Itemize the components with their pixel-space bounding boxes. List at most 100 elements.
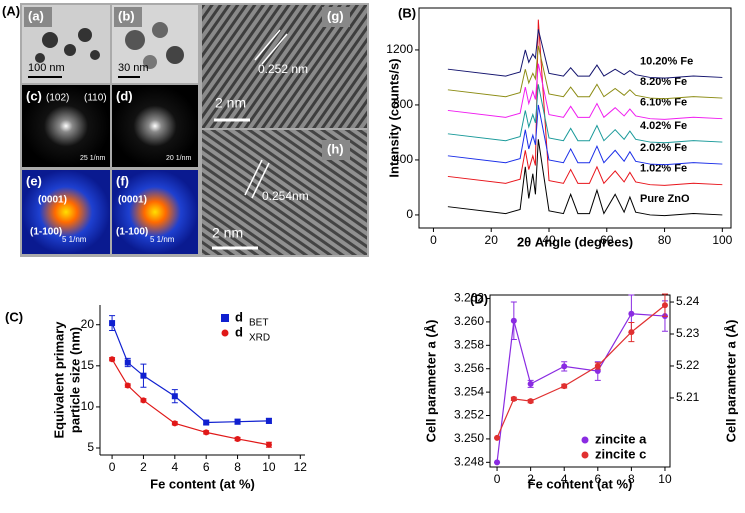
series-label: Pure ZnO — [640, 193, 690, 205]
image-label: (f) — [116, 173, 129, 188]
x-tick-label: 12 — [294, 460, 308, 474]
y-tick-label: 3.248 — [454, 454, 484, 468]
y-axis-label: Equivalent primary — [51, 321, 66, 439]
data-point — [561, 363, 568, 370]
series-line — [496, 304, 666, 439]
series-label: 10.20% Fe — [640, 55, 693, 67]
scale-text: 20 1/nm — [166, 155, 191, 162]
image-d — [112, 85, 198, 167]
plane-label: (110) — [84, 93, 107, 104]
image-c — [22, 85, 110, 167]
scale-text: 25 1/nm — [80, 155, 105, 162]
image-label: (c) — [26, 88, 42, 103]
image-label: (g) — [327, 8, 344, 23]
x-tick-label: 6 — [203, 460, 210, 474]
data-point — [234, 418, 241, 425]
image-f — [112, 170, 198, 254]
y-tick-label: 3.260 — [454, 314, 484, 328]
x-tick-label: 8 — [234, 460, 241, 474]
y-tick-label: 3.262 — [454, 291, 484, 305]
scale-text: 5 1/nm — [150, 235, 175, 244]
panel-label: (D) — [470, 291, 488, 306]
series-label: 2.02% Fe — [640, 142, 687, 154]
data-point — [109, 356, 116, 363]
data-point — [124, 382, 131, 389]
data-point — [265, 417, 272, 424]
label-box — [322, 140, 350, 160]
x-tick-label: 80 — [658, 233, 672, 247]
y-tick-label: 10 — [81, 399, 95, 413]
x-axis-label: 2θ Angle (degrees) — [517, 234, 633, 249]
series-line — [447, 84, 723, 144]
data-point — [109, 320, 116, 327]
particles — [35, 22, 184, 69]
data-point — [494, 459, 501, 466]
y-tick-label: 0 — [406, 207, 413, 221]
series-label: 8.20% Fe — [640, 76, 687, 88]
fringe-marker — [261, 33, 288, 65]
fringe-marker — [244, 159, 263, 196]
data-point — [140, 397, 147, 404]
x-tick-label: 0 — [430, 233, 437, 247]
x-tick-label: 8 — [628, 472, 635, 486]
y-axis-label: Cell parameter a (Å) — [423, 320, 438, 443]
image-label: (h) — [327, 141, 344, 156]
data-point — [628, 329, 635, 336]
legend-label: zincite c — [595, 446, 646, 461]
data-point — [510, 395, 517, 402]
image-label: (e) — [26, 173, 42, 188]
x-tick-label: 4 — [561, 472, 568, 486]
x-axis-label: Fe content (at %) — [150, 476, 255, 491]
scale-text: 2 nm — [212, 225, 243, 241]
series-line — [447, 19, 723, 186]
y2-tick-label: 5.23 — [676, 326, 700, 340]
y2-tick-label: 5.21 — [676, 390, 700, 404]
y-tick-label: 15 — [81, 358, 95, 372]
y-axis-label: particle size (nm) — [67, 327, 82, 433]
scale-text: 100 nm — [28, 62, 65, 74]
legend-label: d — [235, 324, 243, 339]
series-label: 1.02% Fe — [640, 163, 687, 175]
series-line — [447, 63, 723, 120]
label-box — [322, 7, 350, 27]
data-point — [171, 393, 178, 400]
x-tick-label: 100 — [712, 233, 732, 247]
series-label: 6.10% Fe — [640, 97, 687, 109]
y-tick-label: 400 — [393, 152, 413, 166]
data-point — [527, 380, 534, 387]
data-point — [561, 383, 568, 390]
x-tick-label: 2 — [140, 460, 147, 474]
legend-swatch — [581, 451, 589, 459]
y-tick-label: 3.254 — [454, 384, 484, 398]
y2-tick-label: 5.24 — [676, 294, 700, 308]
x-tick-label: 60 — [600, 233, 614, 247]
legend-swatch — [221, 329, 229, 337]
legend-label: zincite a — [595, 431, 647, 446]
data-point — [234, 435, 241, 442]
scale-text: 30 nm — [118, 62, 149, 74]
y-tick-label: 3.250 — [454, 431, 484, 445]
data-point — [124, 359, 131, 366]
panel-label: (B) — [398, 5, 416, 20]
image-e — [22, 170, 110, 254]
legend-subscript: XRD — [249, 333, 270, 344]
spacing-label: 0.254nm — [262, 189, 309, 203]
y-axis-label: Cell parameter a (Å) — [723, 320, 738, 443]
scale-text: 2 nm — [215, 95, 246, 111]
x-tick-label: 4 — [171, 460, 178, 474]
series-line — [447, 139, 723, 217]
x-tick-label: 10 — [262, 460, 276, 474]
label-box — [114, 7, 142, 27]
y-tick-label: 3.256 — [454, 361, 484, 375]
data-point — [203, 419, 210, 426]
plane-label: (1-100) — [116, 227, 148, 238]
plane-label: (1-100) — [30, 227, 62, 238]
x-tick-label: 6 — [594, 472, 601, 486]
panel-label: (A) — [2, 3, 20, 18]
plane-label: (0001) — [38, 195, 67, 206]
scale-text: 5 1/nm — [62, 235, 87, 244]
y-tick-label: 5 — [87, 440, 94, 454]
legend-swatch — [221, 314, 229, 322]
y-tick-label: 20 — [81, 317, 95, 331]
data-point — [661, 302, 668, 309]
